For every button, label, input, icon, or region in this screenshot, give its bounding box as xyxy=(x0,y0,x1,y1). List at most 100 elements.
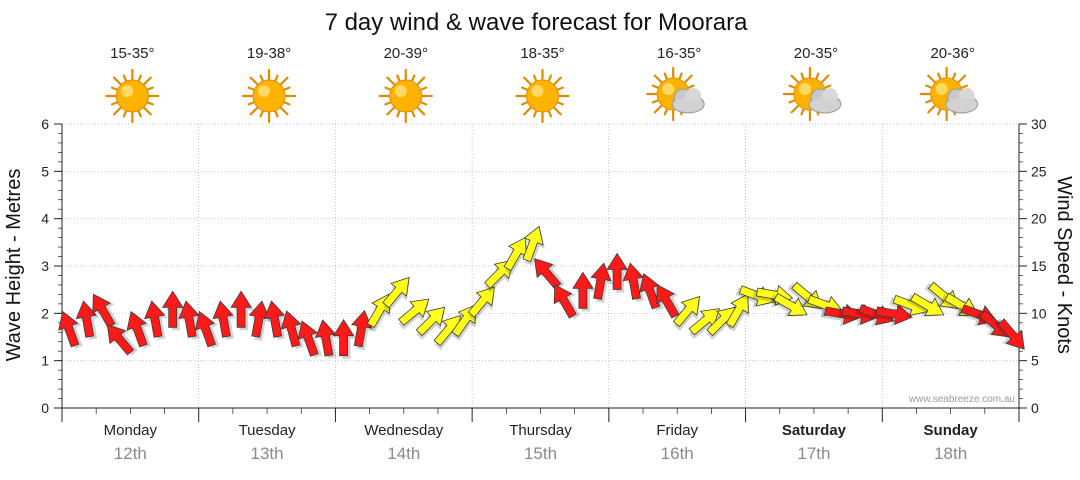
wind-arrow-body xyxy=(144,300,166,338)
wind-arrow-body xyxy=(106,324,135,356)
wind-arrow xyxy=(230,290,255,331)
wind-arrow xyxy=(398,298,430,330)
wind-arrow-body xyxy=(230,290,252,328)
wind-arrow-body xyxy=(910,292,945,316)
sun-ray xyxy=(249,76,259,86)
sun-ray xyxy=(957,74,967,84)
wind-arrow-body xyxy=(725,293,749,328)
sun-highlight xyxy=(662,83,675,95)
wind-arrow-body xyxy=(351,309,373,348)
wind-arrow xyxy=(382,276,410,312)
wind-arrow xyxy=(161,290,186,331)
sun-ray xyxy=(788,84,796,89)
y-tick-label-right: 20 xyxy=(1031,211,1047,227)
sun-ray xyxy=(411,74,416,82)
sun-ray xyxy=(521,86,528,91)
sun-ray xyxy=(523,76,532,86)
sun-ray xyxy=(137,110,142,118)
sun-ray xyxy=(800,108,805,116)
sun-ray xyxy=(824,84,832,89)
watermark: www.seabreeze.com.au xyxy=(908,394,1015,405)
sun-ray xyxy=(411,110,416,118)
sun-ray xyxy=(937,108,942,116)
sun-ray xyxy=(396,110,401,118)
sun-ray xyxy=(927,74,936,84)
wind-arrow xyxy=(178,300,203,340)
sun-ray xyxy=(820,74,830,84)
wind-arrow xyxy=(92,293,119,329)
y-tick-label-right: 15 xyxy=(1031,258,1047,274)
sun-ray xyxy=(122,110,127,118)
temperature-label: 15-35° xyxy=(110,45,154,62)
wind-arrow-body xyxy=(522,225,544,263)
wind-arrow-body xyxy=(178,300,200,338)
wind-arrow-body xyxy=(212,300,234,338)
sun-ray xyxy=(416,76,426,86)
wind-arrow-body xyxy=(590,262,612,300)
sun-ray xyxy=(553,76,562,86)
sun-ray xyxy=(259,110,264,118)
sun-ray xyxy=(961,84,969,89)
sun-ray xyxy=(122,74,127,82)
wind-arrow xyxy=(725,293,750,332)
wind-arrow xyxy=(993,318,1025,350)
wind-arrow xyxy=(522,225,545,266)
sun-ray xyxy=(790,74,800,84)
sun-highlight xyxy=(935,83,948,95)
y-tick-label-left: 4 xyxy=(41,211,49,227)
y-tick-label-left: 3 xyxy=(41,258,49,274)
y-tick-label-right: 25 xyxy=(1031,163,1047,179)
y-tick-label-right: 0 xyxy=(1031,400,1039,416)
wind-arrow xyxy=(106,324,138,356)
sun-ray xyxy=(249,106,259,116)
wind-arrow xyxy=(656,284,683,320)
sun-ray xyxy=(259,74,264,82)
wind-arrow-body xyxy=(467,286,495,318)
sun-ray xyxy=(112,76,122,86)
sun-ray xyxy=(283,86,291,91)
sun-ray xyxy=(925,84,933,89)
sun-ray xyxy=(532,110,538,118)
wind-arrow-body xyxy=(248,300,270,338)
chart-title: 7 day wind & wave forecast for Moorara xyxy=(325,9,749,36)
wind-arrow xyxy=(606,252,631,293)
sun-ray xyxy=(274,110,279,118)
sun-icon xyxy=(241,68,297,124)
sun-ray xyxy=(684,74,693,84)
date-label: 13th xyxy=(251,444,284,463)
wind-arrow-body xyxy=(194,310,216,348)
y-tick-label-right: 30 xyxy=(1031,116,1047,132)
sun-highlight xyxy=(258,85,271,97)
sun-ray xyxy=(523,106,532,116)
sun-ray xyxy=(547,74,553,82)
day-label: Thursday xyxy=(509,422,572,439)
sun-ray xyxy=(521,101,528,106)
y-tick-label-left: 1 xyxy=(41,353,49,369)
sun-ray xyxy=(790,104,800,114)
sun-ray xyxy=(952,72,957,80)
wind-arrow-body xyxy=(606,252,628,290)
day-label: Sunday xyxy=(924,422,979,439)
wind-arrow xyxy=(194,310,220,349)
sun-ray xyxy=(137,74,142,82)
wind-arrow xyxy=(467,286,495,322)
y-tick-label-right: 5 xyxy=(1031,353,1039,369)
y-tick-label-left: 6 xyxy=(41,116,49,132)
day-labels-layer: Monday 12th Tuesday 13th Wednesday 14th Thursd… xyxy=(104,422,979,463)
day-label: Tuesday xyxy=(239,422,296,439)
date-label: 14th xyxy=(387,444,420,463)
sun-ray xyxy=(653,104,663,114)
sun-ray xyxy=(143,106,152,116)
wind-arrow xyxy=(126,310,151,349)
cloud-base xyxy=(673,98,704,112)
sun-ray xyxy=(663,72,668,80)
sun-ray xyxy=(396,74,401,82)
weather-layer: 15-35° 19-38° 20-39° 18-35° 16-35° 20-35° 20-3… xyxy=(105,45,979,124)
sun-ray xyxy=(283,101,291,106)
wind-arrow-body xyxy=(161,290,184,328)
y-tick-label-right: 10 xyxy=(1031,305,1047,321)
axes-layer: 0 1 2 3 4 5 6 0 5 10 15 20 25 30 xyxy=(41,116,1047,422)
wind-arrow xyxy=(144,300,168,340)
sun-highlight xyxy=(121,85,134,97)
